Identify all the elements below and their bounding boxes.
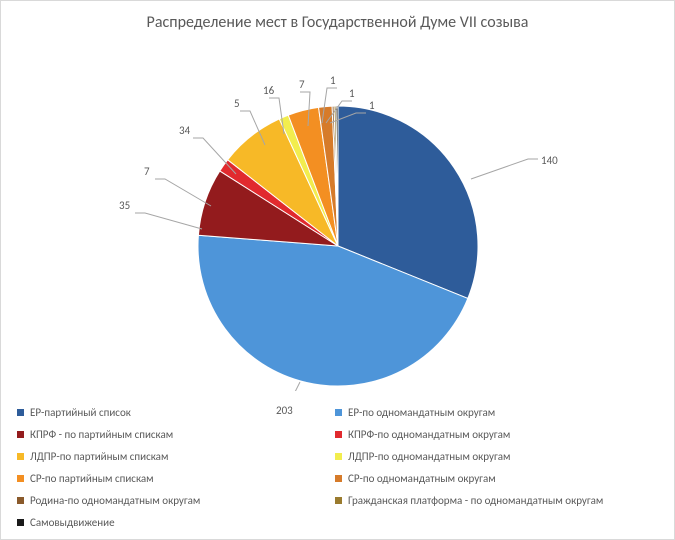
data-label: 7	[299, 78, 305, 91]
legend-swatch	[335, 431, 342, 438]
legend-item: ЛДПР-по одномандатным округам	[335, 445, 653, 467]
legend-label: ЕР-партийный список	[30, 406, 131, 419]
legend-label: Родина-по одномандатным округам	[30, 494, 200, 507]
legend-swatch	[17, 497, 24, 504]
leader-line	[155, 179, 211, 206]
data-label: 140	[541, 154, 558, 167]
pie-svg	[1, 41, 675, 391]
legend-swatch	[17, 475, 24, 482]
legend-label: СР-по партийным спискам	[30, 472, 154, 485]
data-label: 1	[330, 74, 336, 87]
legend-item: Самовыдвижение	[17, 511, 335, 533]
legend-swatch	[17, 431, 24, 438]
legend-column: ЕР-по одномандатным округам КПРФ-по одном…	[335, 401, 653, 511]
leader-line	[471, 159, 538, 179]
legend-item: Родина-по одномандатным округам	[17, 489, 335, 511]
legend-label: ЛДПР-по партийным спискам	[30, 450, 168, 463]
data-label: 34	[179, 124, 190, 137]
legend-label: ЕР-по одномандатным округам	[348, 406, 495, 419]
legend-label: КПРФ - по партийным спискам	[30, 428, 173, 441]
legend-item: ЛДПР-по партийным спискам	[17, 445, 335, 467]
leader-line	[135, 213, 202, 229]
data-label: 1	[369, 99, 375, 112]
legend-swatch	[17, 409, 24, 416]
legend-item: ЕР-партийный список	[17, 401, 335, 423]
legend-item: КПРФ-по одномандатным округам	[335, 423, 653, 445]
legend-column: ЕР-партийный список КПРФ - по партийным с…	[17, 401, 335, 533]
legend-label: СР-по одномандатным округам	[348, 472, 496, 485]
leader-line	[279, 382, 300, 391]
pie-area: 140203357345167111	[1, 41, 675, 391]
data-label: 35	[119, 199, 130, 212]
legend-swatch	[335, 453, 342, 460]
chart-container: Распределение мест в Государственной Дум…	[0, 0, 675, 540]
legend-swatch	[335, 497, 342, 504]
legend: ЕР-партийный список КПРФ - по партийным с…	[17, 401, 660, 533]
legend-item: Гражданская платформа - по одномандатным…	[335, 489, 653, 511]
data-label: 1	[349, 87, 355, 100]
legend-item: СР-по партийным спискам	[17, 467, 335, 489]
legend-swatch	[335, 409, 342, 416]
legend-label: ЛДПР-по одномандатным округам	[348, 450, 510, 463]
legend-item: СР-по одномандатным округам	[335, 467, 653, 489]
legend-item: ЕР-по одномандатным округам	[335, 401, 653, 423]
legend-item: КПРФ - по партийным спискам	[17, 423, 335, 445]
data-label: 16	[263, 84, 274, 97]
data-label: 5	[234, 97, 240, 110]
legend-swatch	[17, 519, 24, 526]
legend-label: КПРФ-по одномандатным округам	[348, 428, 510, 441]
legend-swatch	[17, 453, 24, 460]
legend-swatch	[335, 475, 342, 482]
data-label: 7	[144, 165, 150, 178]
legend-label: Самовыдвижение	[30, 516, 115, 529]
chart-title: Распределение мест в Государственной Дум…	[1, 13, 674, 32]
legend-label: Гражданская платформа - по одномандатным…	[348, 494, 603, 507]
